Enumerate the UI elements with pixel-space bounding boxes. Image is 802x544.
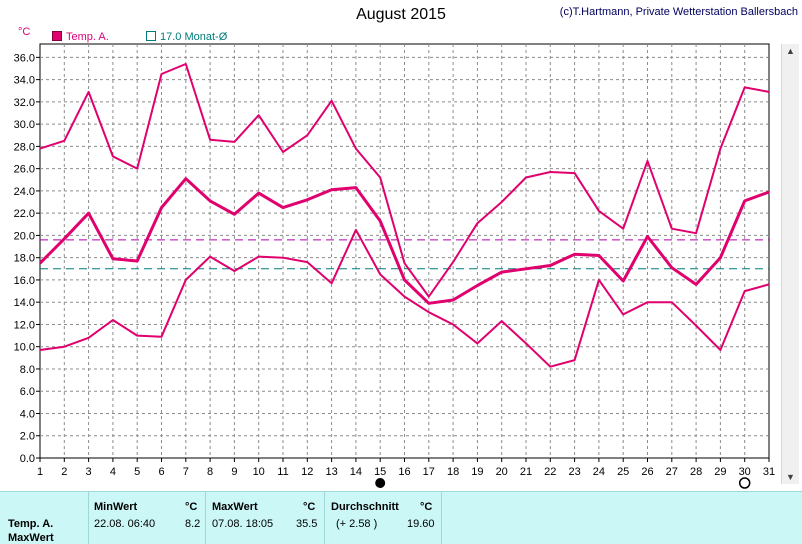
y-tick-label: 32.0 — [14, 97, 35, 109]
y-tick-label: 18.0 — [14, 253, 35, 265]
scroll-up-icon[interactable]: ▲ — [786, 46, 795, 56]
x-tick-label: 16 — [398, 466, 410, 478]
row-label-2: MaxWert — [8, 532, 54, 544]
x-tick-label: 18 — [447, 466, 459, 478]
x-tick-label: 17 — [423, 466, 435, 478]
x-tick-label: 6 — [158, 466, 164, 478]
y-tick-label: 24.0 — [14, 186, 35, 198]
new-moon-icon — [375, 478, 386, 488]
y-axis-unit: °C — [18, 26, 31, 38]
x-tick-label: 21 — [520, 466, 532, 478]
y-tick-label: 16.0 — [14, 275, 35, 287]
series-line-max — [39, 63, 770, 298]
avg-header: Durchschnitt — [331, 501, 399, 513]
y-tick-label: 20.0 — [14, 230, 35, 242]
x-tick-label: 4 — [110, 466, 116, 478]
x-tick-label: 10 — [253, 466, 265, 478]
y-tick-label: 34.0 — [14, 75, 35, 87]
table-divider — [441, 492, 442, 544]
x-tick-label: 3 — [86, 466, 92, 478]
x-tick-label: 25 — [617, 466, 629, 478]
series-line-min — [39, 228, 770, 368]
y-tick-label: 28.0 — [14, 141, 35, 153]
y-tick-label: 26.0 — [14, 164, 35, 176]
legend-item-temp[interactable]: Temp. A. — [52, 31, 109, 43]
x-tick-label: 15 — [374, 466, 386, 478]
min-value: 8.2 — [185, 518, 201, 530]
max-unit: °C — [303, 501, 316, 513]
avg-value: 19.60 — [407, 518, 435, 530]
avg-delta: (+ 2.58 ) — [336, 518, 378, 530]
y-tick-label: 22.0 — [14, 208, 35, 220]
legend-label-temp: Temp. A. — [66, 31, 109, 43]
x-tick-label: 22 — [544, 466, 556, 478]
legend-item-monthly-mean[interactable]: 17.0 Monat-Ø — [146, 31, 227, 43]
table-divider — [324, 492, 325, 544]
y-tick-label: 8.0 — [20, 364, 35, 376]
x-tick-label: 14 — [350, 466, 362, 478]
y-tick-label: 36.0 — [14, 52, 35, 64]
x-tick-label: 5 — [134, 466, 140, 478]
y-tick-label: 12.0 — [14, 319, 35, 331]
legend-swatch-hollow — [146, 31, 156, 41]
y-tick-label: 4.0 — [20, 408, 35, 420]
max-value: 35.5 — [296, 518, 318, 530]
x-tick-label: 7 — [183, 466, 189, 478]
min-datetime: 22.08. 06:40 — [94, 518, 156, 530]
y-tick-label: 0.0 — [20, 453, 35, 465]
y-tick-label: 2.0 — [20, 431, 35, 443]
x-tick-label: 28 — [690, 466, 702, 478]
x-tick-label: 23 — [568, 466, 580, 478]
y-tick-label: 10.0 — [14, 342, 35, 354]
temperature-chart: 1 2 3 4 5 6 7 8 9 10 11 12 13 14 15 16 17 18 19 20 21 22 23 24 2… — [14, 43, 775, 489]
max-header: MaxWert — [212, 501, 258, 513]
x-tick-label: 29 — [714, 466, 726, 478]
max-datetime: 07.08. 18:05 — [212, 518, 274, 530]
avg-unit: °C — [420, 501, 433, 513]
y-tick-label: 6.0 — [20, 386, 35, 398]
min-unit: °C — [185, 501, 198, 513]
row-label: Temp. A. — [8, 518, 54, 530]
x-tick-label: 13 — [325, 466, 337, 478]
y-tick-label: 30.0 — [14, 119, 35, 131]
x-tick-label: 2 — [61, 466, 67, 478]
x-tick-label: 12 — [301, 466, 313, 478]
legend-label-monthly-mean: 17.0 Monat-Ø — [160, 31, 228, 43]
y-tick-label: 14.0 — [14, 297, 35, 309]
x-tick-label: 20 — [496, 466, 508, 478]
stats-table: Temp. A. MaxWert MinWert °C 22.08. 06:40… — [0, 491, 802, 544]
scroll-down-icon[interactable]: ▼ — [786, 472, 795, 482]
x-tick-label: 27 — [666, 466, 678, 478]
x-tick-label: 26 — [641, 466, 653, 478]
x-tick-label: 1 — [37, 466, 43, 478]
x-tick-label: 11 — [277, 466, 288, 478]
x-tick-label: 31 — [763, 466, 775, 478]
x-tick-label: 24 — [593, 466, 605, 478]
table-divider — [88, 492, 89, 544]
x-tick-label: 30 — [739, 466, 751, 478]
x-tick-label: 8 — [207, 466, 213, 478]
legend-swatch-filled — [52, 31, 62, 41]
min-header: MinWert — [94, 501, 138, 513]
series-line-mean — [38, 177, 770, 305]
x-tick-label: 9 — [231, 466, 237, 478]
vertical-scrollbar[interactable]: ▲ ▼ — [781, 44, 799, 484]
chart-title: August 2015 — [356, 6, 446, 23]
full-moon-icon — [738, 477, 751, 489]
table-divider — [205, 492, 206, 544]
x-tick-label: 19 — [471, 466, 483, 478]
chart-credit: (c)T.Hartmann, Private Wetterstation Bal… — [559, 6, 798, 18]
